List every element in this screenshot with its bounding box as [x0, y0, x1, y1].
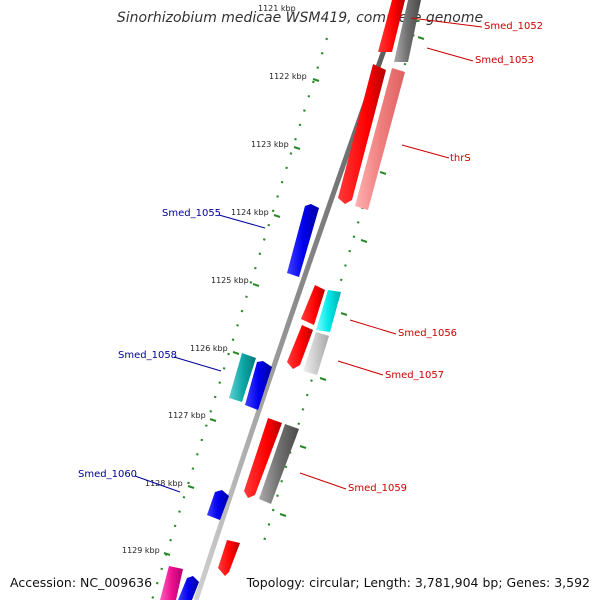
gene-smed-1058[interactable]	[245, 361, 272, 410]
tick-mark	[417, 36, 425, 40]
gene-smed-1060[interactable]	[207, 490, 229, 520]
tick-mark	[299, 445, 307, 449]
label-line-thrs	[401, 144, 450, 159]
gene-smed-1055[interactable]	[287, 204, 319, 277]
gene-label-smed-1053[interactable]: Smed_1053	[475, 55, 534, 66]
label-line-smed-1053	[426, 47, 474, 62]
tick-mark	[209, 418, 217, 422]
gene-label-thrs[interactable]: thrS	[450, 153, 471, 164]
tick-label-1121: 1121 kbp	[258, 4, 296, 13]
tick-mark	[163, 552, 171, 556]
gene-magenta-bottom	[160, 566, 183, 600]
label-line-smed-1056	[349, 319, 397, 335]
gene-label-smed-1055[interactable]: Smed_1055	[162, 208, 221, 219]
label-line-smed-1058	[173, 356, 222, 372]
tick-mark	[319, 377, 327, 381]
tick-label-1128: 1128 kbp	[145, 479, 183, 488]
gene-smed-1057-homolog	[303, 332, 329, 375]
gene-reverse-bottom[interactable]	[178, 576, 199, 600]
label-line-smed-1059	[299, 472, 347, 490]
gene-smed-1056-homolog	[316, 290, 341, 332]
tick-label-1125: 1125 kbp	[211, 276, 249, 285]
tick-mark	[252, 283, 260, 287]
tick-mark	[340, 312, 348, 316]
outer-tick-ring	[150, 37, 329, 600]
gene-forward-bottom[interactable]	[218, 540, 240, 576]
gene-thrs-homolog	[355, 68, 405, 210]
tick-label-1127: 1127 kbp	[168, 411, 206, 420]
tick-mark	[232, 351, 240, 355]
label-line-smed-1052	[410, 17, 483, 28]
label-line-smed-1057	[337, 360, 384, 376]
tick-mark	[312, 78, 320, 82]
gene-smed-1059-homolog	[259, 424, 299, 504]
gene-label-smed-1052[interactable]: Smed_1052	[484, 21, 543, 32]
gene-label-smed-1056[interactable]: Smed_1056	[398, 328, 457, 339]
tick-mark	[360, 239, 368, 243]
tick-mark	[279, 513, 287, 517]
gene-smed-1052[interactable]	[378, 0, 405, 52]
gene-smed-1058-homolog	[229, 353, 256, 402]
gene-label-smed-1057[interactable]: Smed_1057	[385, 370, 444, 381]
gene-smed-1053[interactable]	[394, 0, 421, 62]
accession-text: Accession: NC_009636	[10, 575, 153, 590]
tick-label-1124: 1124 kbp	[231, 208, 269, 217]
tick-mark	[379, 171, 387, 175]
gene-label-smed-1059[interactable]: Smed_1059	[348, 483, 407, 494]
gene-smed-1056[interactable]	[301, 285, 325, 325]
label-line-smed-1060	[134, 475, 181, 493]
gene-smed-1059[interactable]	[244, 418, 282, 498]
tick-label-1126: 1126 kbp	[190, 344, 228, 353]
gene-label-smed-1058[interactable]: Smed_1058	[118, 350, 177, 361]
topology-text: Topology: circular; Length: 3,781,904 bp…	[246, 575, 590, 590]
gene-label-smed-1060[interactable]: Smed_1060	[78, 469, 137, 480]
gene-thrs[interactable]	[338, 64, 386, 204]
label-line-smed-1055	[218, 214, 266, 229]
gene-smed-1057[interactable]	[287, 325, 313, 369]
tick-mark	[273, 214, 281, 218]
tick-label-1122: 1122 kbp	[269, 72, 307, 81]
tick-mark	[187, 485, 195, 489]
tick-label-1123: 1123 kbp	[251, 140, 289, 149]
tick-label-1129: 1129 kbp	[122, 546, 160, 555]
tick-mark	[293, 146, 301, 150]
